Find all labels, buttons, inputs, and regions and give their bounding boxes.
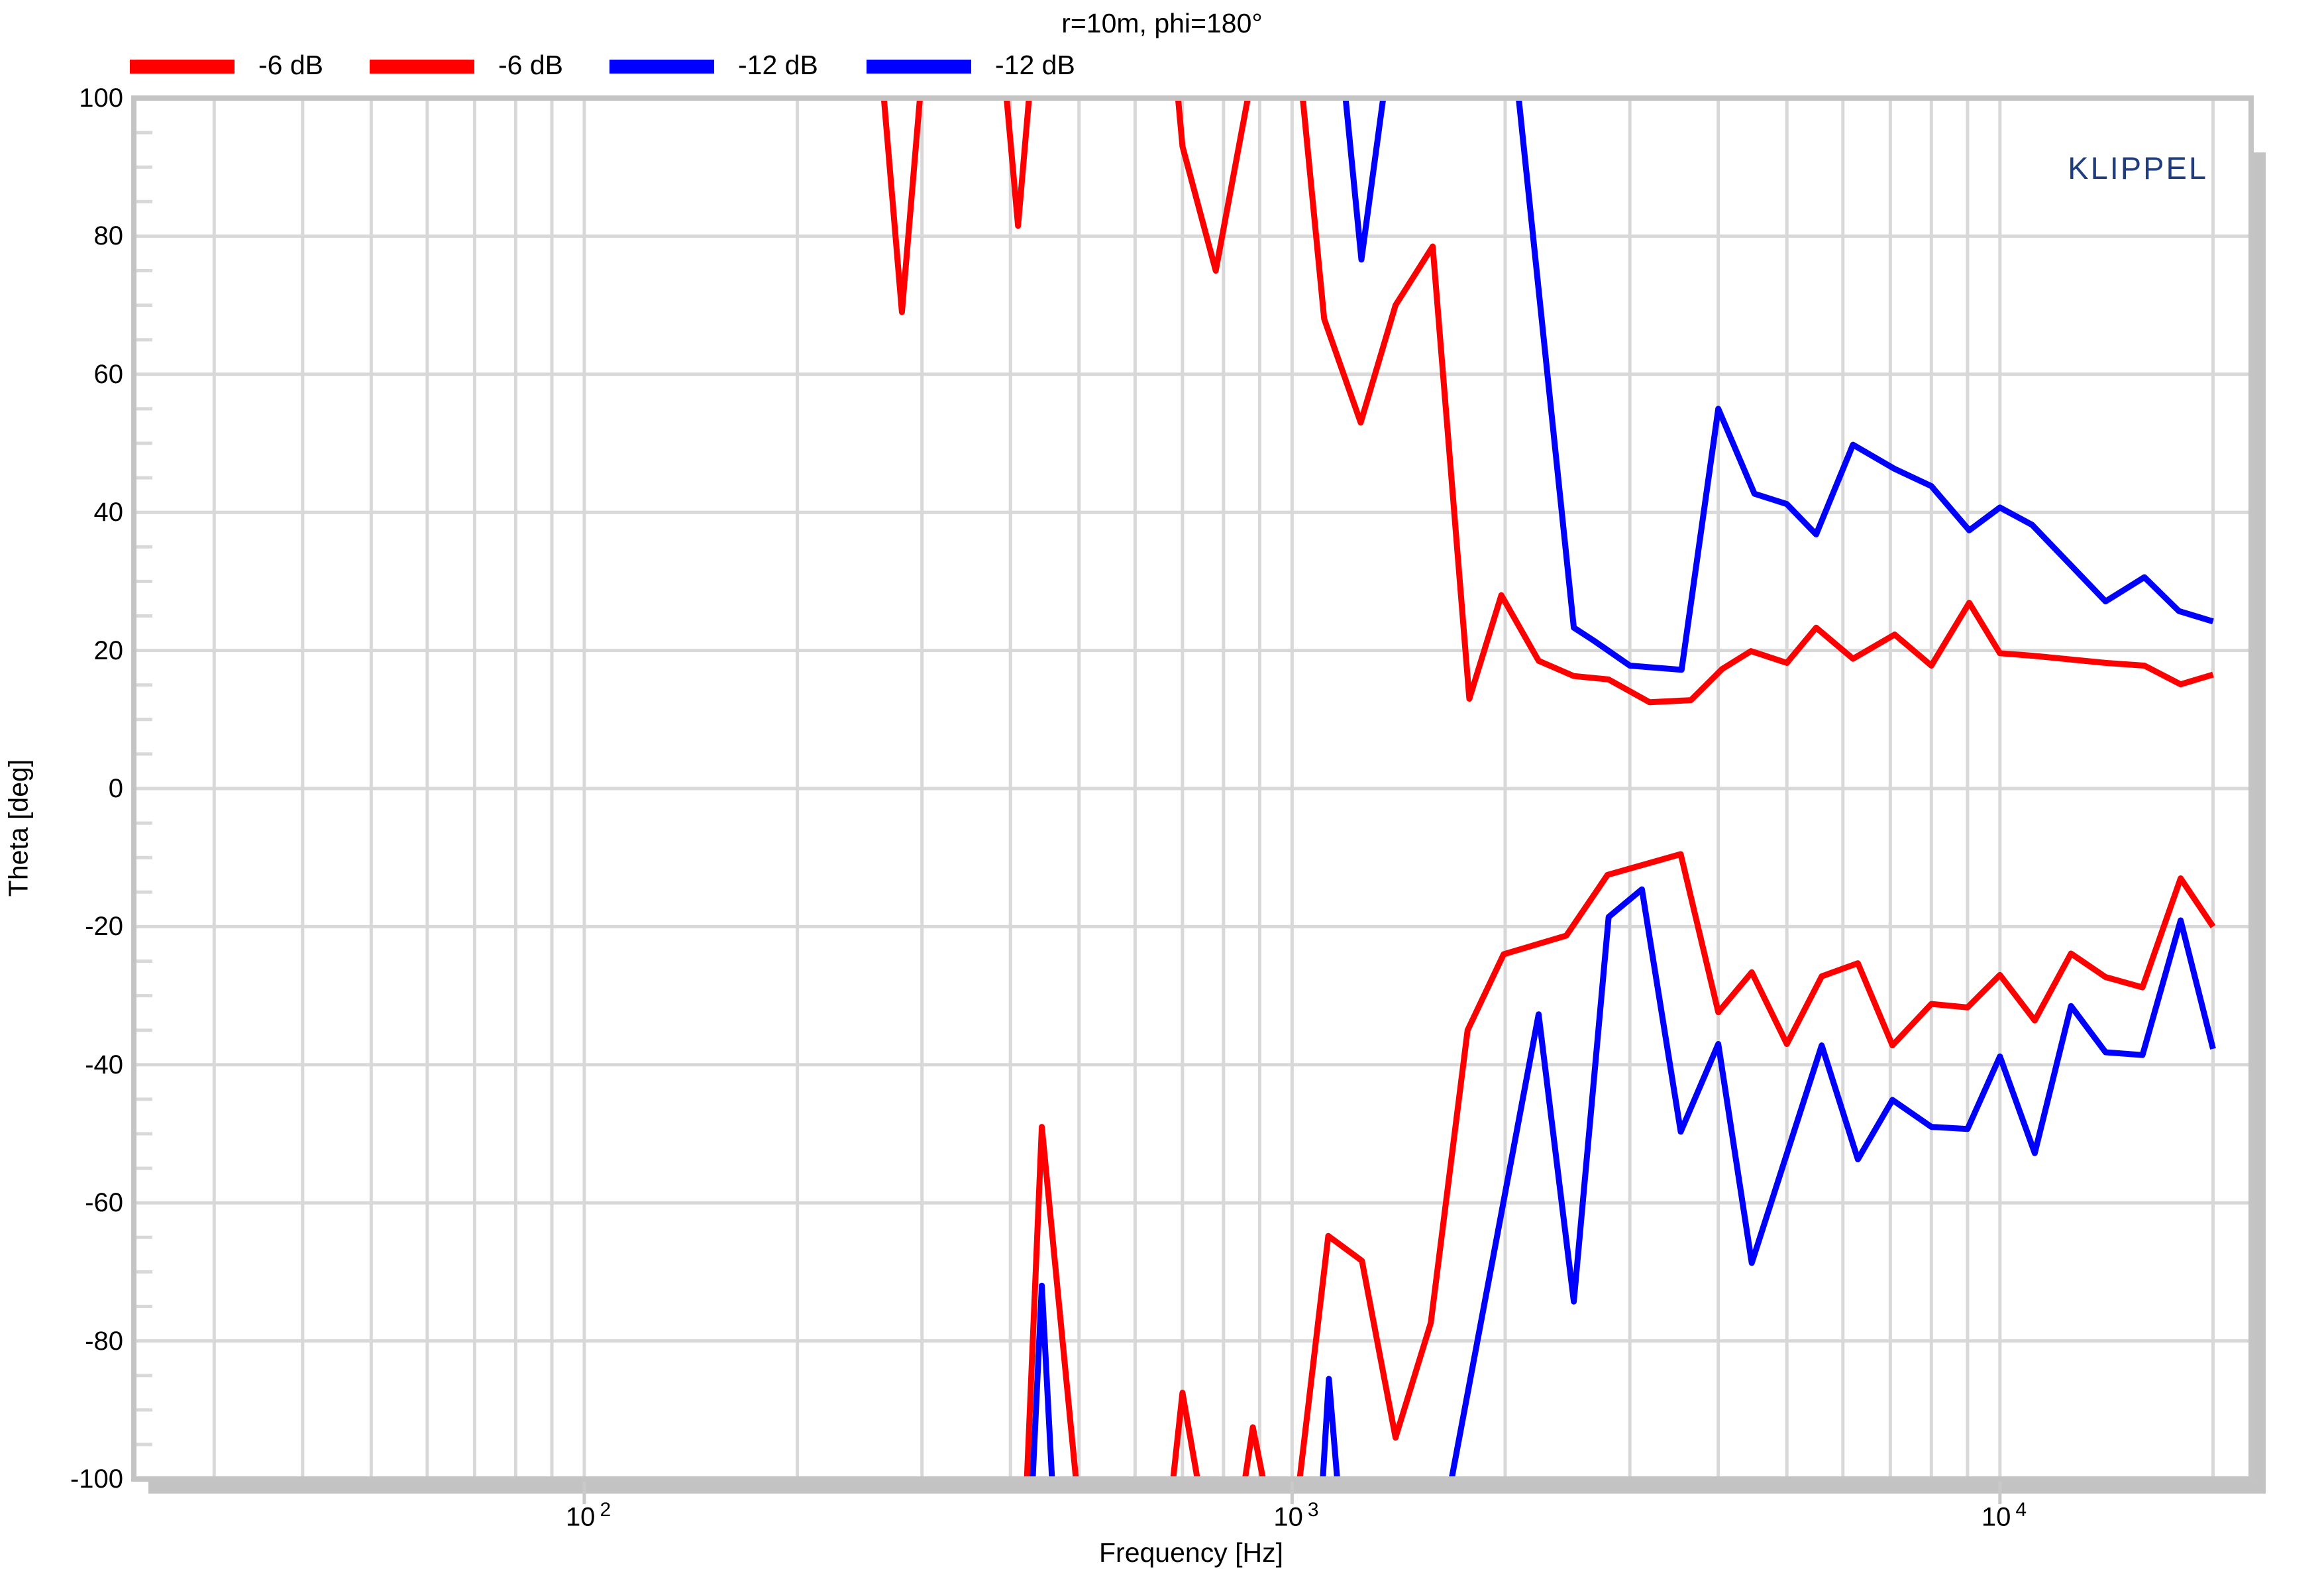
legend-label: -12 dB bbox=[995, 50, 1075, 80]
y-tick-label: -20 bbox=[85, 912, 123, 942]
y-tick-label: -80 bbox=[85, 1326, 123, 1356]
y-tick-label: -40 bbox=[85, 1050, 123, 1079]
legend-label: -12 dB bbox=[738, 50, 818, 80]
y-tick-label: -60 bbox=[85, 1188, 123, 1218]
legend-swatch-blue-1 bbox=[609, 60, 714, 74]
series--6dB-lower bbox=[1024, 851, 2216, 1479]
y-minor-ticks bbox=[134, 131, 152, 1447]
gridlines bbox=[134, 96, 2251, 1481]
series--12dB-upper bbox=[1342, 98, 2214, 673]
x-decade-ticks bbox=[582, 1479, 2002, 1504]
legend-swatch-red-2 bbox=[370, 60, 474, 74]
plot-frame bbox=[131, 95, 2254, 1482]
legend-swatch-blue-2 bbox=[867, 60, 971, 74]
legend-label: -6 dB bbox=[258, 50, 323, 80]
x-tick-label: 10 2 bbox=[565, 1499, 611, 1532]
plot-shadow bbox=[148, 152, 2266, 1494]
klippel-watermark: KLIPPEL bbox=[2068, 150, 2208, 186]
chart-title: r=10m, phi=180° bbox=[1061, 8, 1263, 38]
x-axis-title: Frequency [Hz] bbox=[1099, 1537, 1283, 1568]
series--12dB-lower bbox=[1030, 886, 2216, 1479]
x-tick-label: 10 3 bbox=[1273, 1499, 1319, 1532]
y-tick-label: 20 bbox=[93, 635, 124, 665]
y-tick-label: 40 bbox=[93, 498, 124, 527]
y-tick-label: 0 bbox=[108, 774, 123, 803]
legend-label: -6 dB bbox=[498, 50, 563, 80]
legend-swatch-red-1 bbox=[130, 60, 235, 74]
y-tick-label: -100 bbox=[70, 1464, 123, 1494]
y-tick-label: 60 bbox=[93, 359, 124, 389]
x-tick-label: 10 4 bbox=[1981, 1499, 2027, 1532]
y-tick-label: 80 bbox=[93, 221, 124, 251]
y-tick-label: 100 bbox=[79, 83, 123, 113]
series--6dB-upper bbox=[880, 98, 2214, 706]
